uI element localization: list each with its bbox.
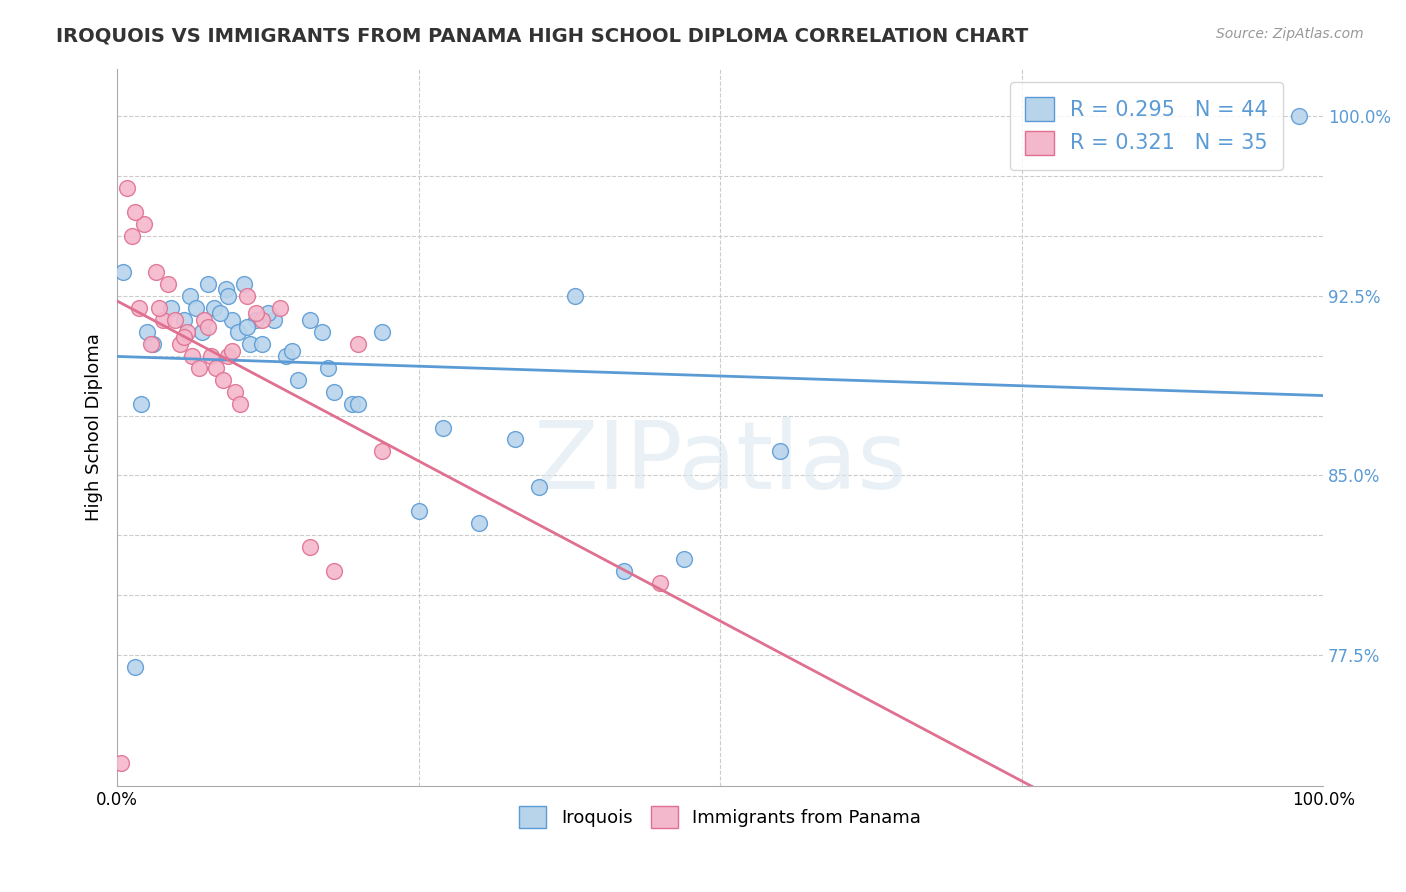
Point xyxy=(408,504,430,518)
Point xyxy=(236,320,259,334)
Point xyxy=(250,313,273,327)
Point xyxy=(132,217,155,231)
Point xyxy=(245,313,267,327)
Point xyxy=(152,313,174,327)
Point xyxy=(257,305,280,319)
Point xyxy=(281,343,304,358)
Point xyxy=(287,373,309,387)
Point xyxy=(342,396,364,410)
Point xyxy=(121,229,143,244)
Point xyxy=(184,301,207,315)
Point xyxy=(110,756,132,770)
Point xyxy=(139,336,162,351)
Point xyxy=(1288,109,1310,123)
Point xyxy=(173,313,195,327)
Point xyxy=(197,277,219,291)
Point xyxy=(299,540,322,554)
Point xyxy=(124,205,146,219)
Text: ZIPatlas: ZIPatlas xyxy=(533,417,907,509)
Point xyxy=(115,181,138,195)
Point xyxy=(229,396,252,410)
Point xyxy=(316,360,339,375)
Point xyxy=(347,396,370,410)
Point xyxy=(503,433,526,447)
Point xyxy=(672,552,695,566)
Point xyxy=(236,289,259,303)
Point xyxy=(197,320,219,334)
Point xyxy=(529,480,551,494)
Point xyxy=(169,336,191,351)
Point xyxy=(160,301,183,315)
Point xyxy=(648,576,671,591)
Point xyxy=(179,289,201,303)
Point xyxy=(371,325,394,339)
Point xyxy=(136,325,159,339)
Point xyxy=(468,516,491,531)
Point xyxy=(564,289,586,303)
Point xyxy=(176,325,198,339)
Point xyxy=(299,313,322,327)
Point xyxy=(124,660,146,674)
Point xyxy=(226,325,249,339)
Legend: Iroquois, Immigrants from Panama: Iroquois, Immigrants from Panama xyxy=(512,798,928,835)
Point xyxy=(224,384,246,399)
Point xyxy=(263,313,285,327)
Point xyxy=(173,329,195,343)
Point xyxy=(181,349,204,363)
Point xyxy=(769,444,792,458)
Point xyxy=(217,349,239,363)
Point xyxy=(613,564,636,578)
Point xyxy=(148,301,170,315)
Point xyxy=(432,420,454,434)
Point xyxy=(200,349,222,363)
Point xyxy=(215,282,238,296)
Text: IROQUOIS VS IMMIGRANTS FROM PANAMA HIGH SCHOOL DIPLOMA CORRELATION CHART: IROQUOIS VS IMMIGRANTS FROM PANAMA HIGH … xyxy=(56,27,1029,45)
Point xyxy=(190,325,212,339)
Point xyxy=(323,384,346,399)
Point xyxy=(250,336,273,351)
Point xyxy=(112,265,135,279)
Point xyxy=(212,373,235,387)
Text: Source: ZipAtlas.com: Source: ZipAtlas.com xyxy=(1216,27,1364,41)
Point xyxy=(145,265,167,279)
Point xyxy=(232,277,254,291)
Y-axis label: High School Diploma: High School Diploma xyxy=(86,334,103,522)
Point xyxy=(221,313,243,327)
Point xyxy=(221,343,243,358)
Point xyxy=(274,349,297,363)
Point xyxy=(269,301,291,315)
Point xyxy=(142,336,165,351)
Point xyxy=(311,325,333,339)
Point xyxy=(205,360,228,375)
Point xyxy=(208,305,231,319)
Point xyxy=(188,360,211,375)
Point xyxy=(371,444,394,458)
Point xyxy=(131,396,153,410)
Point xyxy=(165,313,187,327)
Point xyxy=(202,301,225,315)
Point xyxy=(193,313,215,327)
Point xyxy=(347,336,370,351)
Point xyxy=(245,305,267,319)
Point xyxy=(217,289,239,303)
Point xyxy=(128,301,150,315)
Point xyxy=(239,336,262,351)
Point xyxy=(323,564,346,578)
Point xyxy=(156,277,179,291)
